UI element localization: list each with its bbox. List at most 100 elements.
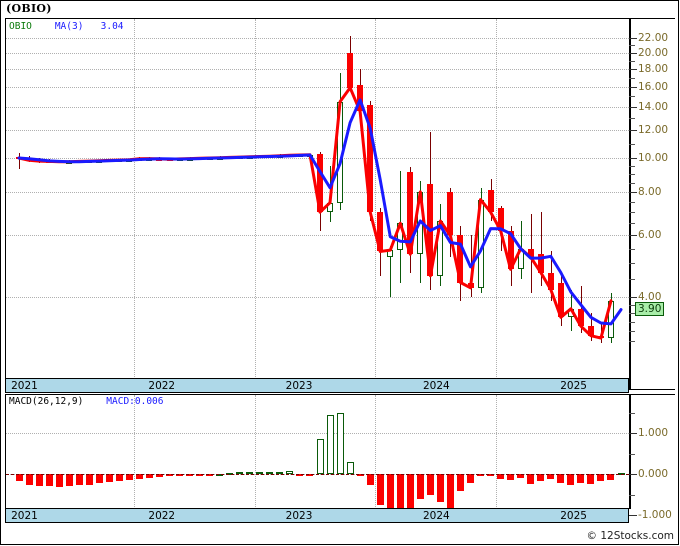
price-tick: [629, 52, 637, 54]
price-gridline: [6, 235, 629, 237]
candle-body: [377, 212, 383, 252]
price-minor-tick: [629, 45, 635, 47]
candle-wick: [330, 165, 331, 223]
candle-body: [287, 155, 293, 158]
macd-minor-tick: [629, 453, 635, 455]
macd-bar: [46, 474, 53, 487]
date-axis-label: 2025: [560, 380, 587, 392]
candle-body: [257, 156, 263, 159]
price-tick: [629, 191, 637, 193]
macd-bar: [457, 474, 464, 492]
macd-year-gridline: [495, 395, 497, 509]
price-axis-label: 6.00: [638, 229, 662, 242]
candle-body: [608, 300, 614, 339]
candle-body: [347, 52, 353, 88]
candle-body: [367, 104, 373, 213]
price-minor-tick: [629, 60, 635, 62]
macd-minor-tick: [629, 412, 635, 414]
macd-axis-label: 0.000: [638, 468, 669, 480]
macd-legend-label: MACD(26,12,9): [9, 396, 84, 407]
price-axis-label: 12.00: [638, 124, 669, 137]
macd-tick: [629, 515, 637, 516]
candle-body: [568, 308, 574, 318]
price-tick: [629, 68, 637, 70]
candle-body: [357, 84, 363, 112]
date-axis-label: 2025: [560, 510, 587, 522]
candle-body: [327, 202, 333, 213]
price-minor-tick: [629, 118, 635, 120]
macd-plot-area[interactable]: MACD(26,12,9) MACD:0.006: [5, 394, 629, 509]
price-minor-tick: [629, 312, 635, 314]
price-axis-label: 10.00: [638, 152, 669, 164]
macd-panel: MACD(26,12,9) MACD:0.006 1.000 0.000 -1.00…: [5, 394, 675, 521]
macd-bar: [106, 474, 113, 483]
candle-body: [457, 235, 463, 283]
price-axis: 22.00 20.00 18.00 16.00 14.00 12.00 10.00 8.00 6…: [629, 18, 675, 390]
price-tick: [629, 130, 637, 132]
price-gridline: [6, 68, 629, 70]
candle-body: [247, 156, 253, 159]
candle-wick: [601, 321, 602, 344]
date-axis-label: 2024: [422, 380, 450, 392]
candle-body: [337, 101, 343, 203]
macd-bar: [276, 471, 283, 474]
price-minor-tick: [629, 223, 635, 225]
candle-body: [598, 335, 604, 339]
candle-body: [36, 160, 42, 163]
price-minor-tick: [629, 182, 635, 184]
candle-body: [26, 158, 32, 161]
date-axis-macd[interactable]: 2021 2022 2023 2024 2025: [5, 508, 629, 523]
macd-legend-value: MACD:0.006: [106, 396, 164, 407]
macd-bar: [347, 461, 354, 474]
date-axis-label: 2023: [285, 380, 313, 392]
price-panel: OBIO MA(3) 3.04 22.00 20.00 18.00 16.00 14.0…: [5, 18, 675, 390]
macd-bar: [387, 474, 394, 508]
candle-body: [528, 248, 534, 258]
candle-body: [578, 308, 584, 327]
macd-bar: [467, 474, 474, 484]
candle-wick: [541, 212, 542, 287]
macd-gridline: [6, 433, 629, 434]
date-axis-label: 2024: [422, 510, 450, 522]
candle-body: [267, 156, 273, 159]
candle-body: [277, 155, 283, 158]
candle-body: [106, 160, 112, 163]
price-tick: [629, 106, 637, 108]
last-price-badge: 3.90: [635, 301, 665, 316]
price-gridline: [6, 38, 629, 40]
price-axis-label: 16.00: [638, 80, 669, 93]
candle-body: [397, 223, 403, 251]
date-axis-label: 2022: [148, 380, 176, 392]
macd-bar: [577, 474, 584, 484]
candle-body: [156, 158, 162, 161]
candle-body: [447, 191, 453, 236]
legend-value: 3.04: [100, 21, 124, 32]
price-minor-tick: [629, 304, 635, 306]
price-axis-label: 18.00: [638, 62, 669, 75]
year-gridline: [134, 19, 136, 389]
price-plot-area[interactable]: OBIO MA(3) 3.04: [5, 18, 629, 390]
macd-bar: [36, 474, 43, 487]
macd-year-gridline: [134, 395, 136, 509]
candle-body: [468, 282, 474, 288]
macd-year-gridline: [375, 395, 377, 509]
candle-body: [86, 161, 92, 164]
price-axis-label: 14.00: [638, 100, 669, 113]
macd-bar: [587, 474, 594, 484]
price-tick: [629, 158, 637, 159]
candle-body: [56, 161, 62, 164]
price-minor-tick: [629, 201, 635, 203]
macd-bar: [26, 474, 33, 485]
candle-body: [548, 272, 554, 290]
candle-body: [66, 161, 72, 164]
price-minor-tick: [629, 330, 635, 332]
date-axis-price[interactable]: 2021 2022 2023 2024 2025: [5, 378, 629, 393]
close-trend-line: [17, 86, 613, 340]
macd-bar: [116, 474, 123, 481]
price-tick: [629, 38, 637, 40]
macd-axis-label: 1.000: [638, 427, 669, 439]
macd-bar: [56, 474, 63, 488]
legend-indicator: MA(3): [54, 21, 84, 32]
